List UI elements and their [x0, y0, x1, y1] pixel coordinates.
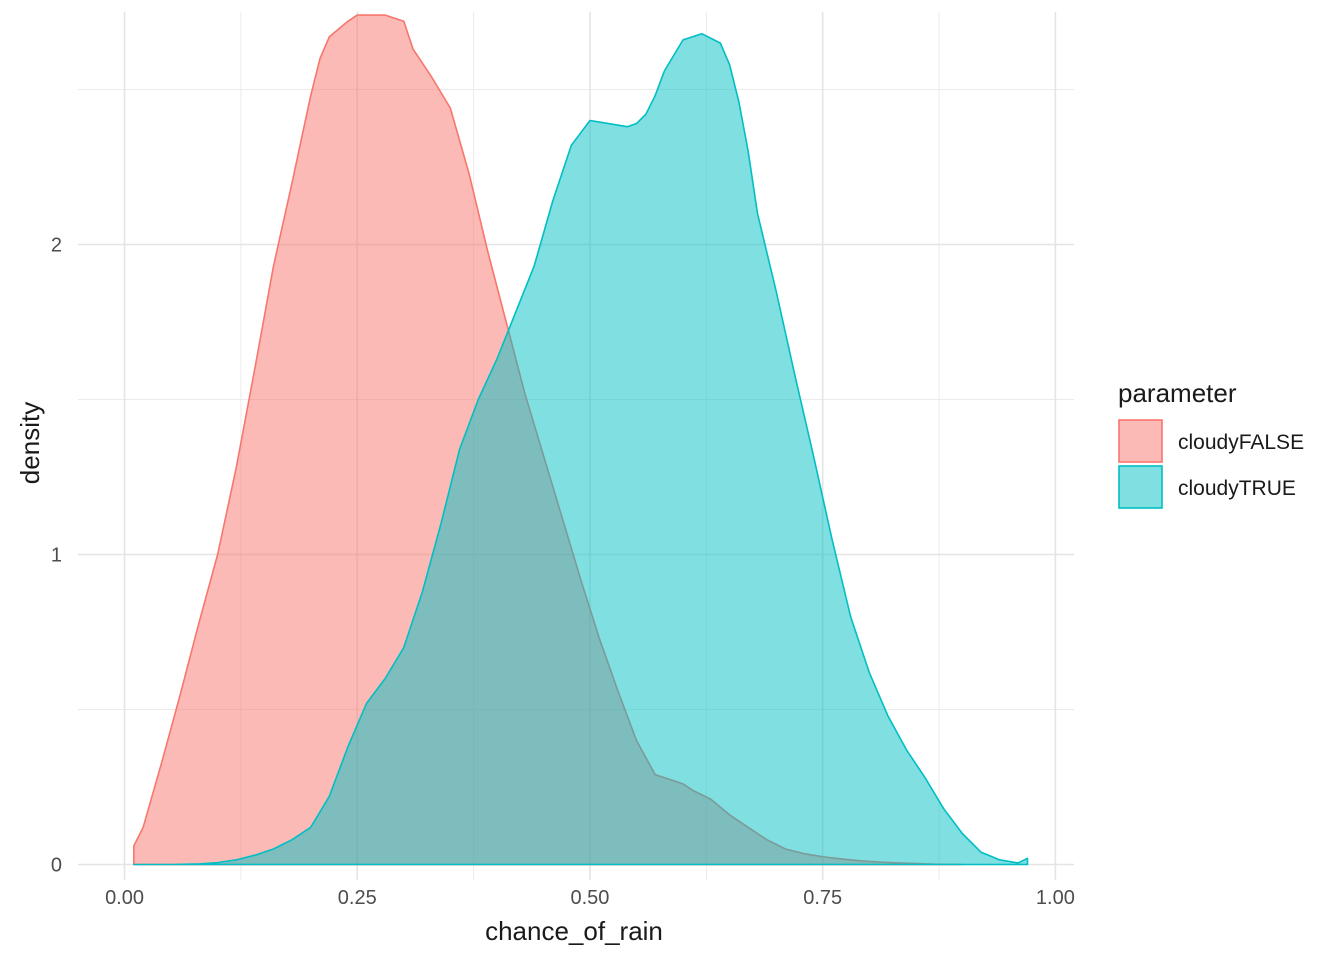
density-area-cloudyTRUE: [133, 32, 1029, 866]
x-tick-label: 0.50: [570, 887, 609, 909]
legend-key-cloudyTRUE: [1118, 465, 1163, 509]
y-tick-label: 2: [51, 235, 62, 257]
legend-title: parameter: [1118, 378, 1237, 408]
x-tick-label: 1.00: [1036, 887, 1075, 909]
x-tick-label: 0.75: [803, 887, 842, 909]
legend: parameter cloudyFALSE cloudyTRUE: [1118, 378, 1304, 509]
legend-items: cloudyFALSE cloudyTRUE: [1118, 419, 1304, 509]
y-axis-title: density: [15, 402, 45, 484]
density-areas: [133, 14, 1029, 866]
x-tick-label: 0.25: [338, 887, 377, 909]
y-axis-ticks: 0 1 2: [51, 235, 62, 877]
x-axis-ticks: 0.00 0.25 0.50 0.75 1.00: [105, 887, 1075, 909]
legend-label-cloudyTRUE: cloudyTRUE: [1178, 477, 1296, 500]
legend-label-cloudyFALSE: cloudyFALSE: [1178, 431, 1304, 454]
legend-key-cloudyFALSE: [1118, 419, 1163, 463]
x-axis-title: chance_of_rain: [485, 916, 663, 946]
y-tick-label: 0: [51, 855, 62, 877]
y-tick-label: 1: [51, 545, 62, 567]
x-tick-label: 0.00: [105, 887, 144, 909]
